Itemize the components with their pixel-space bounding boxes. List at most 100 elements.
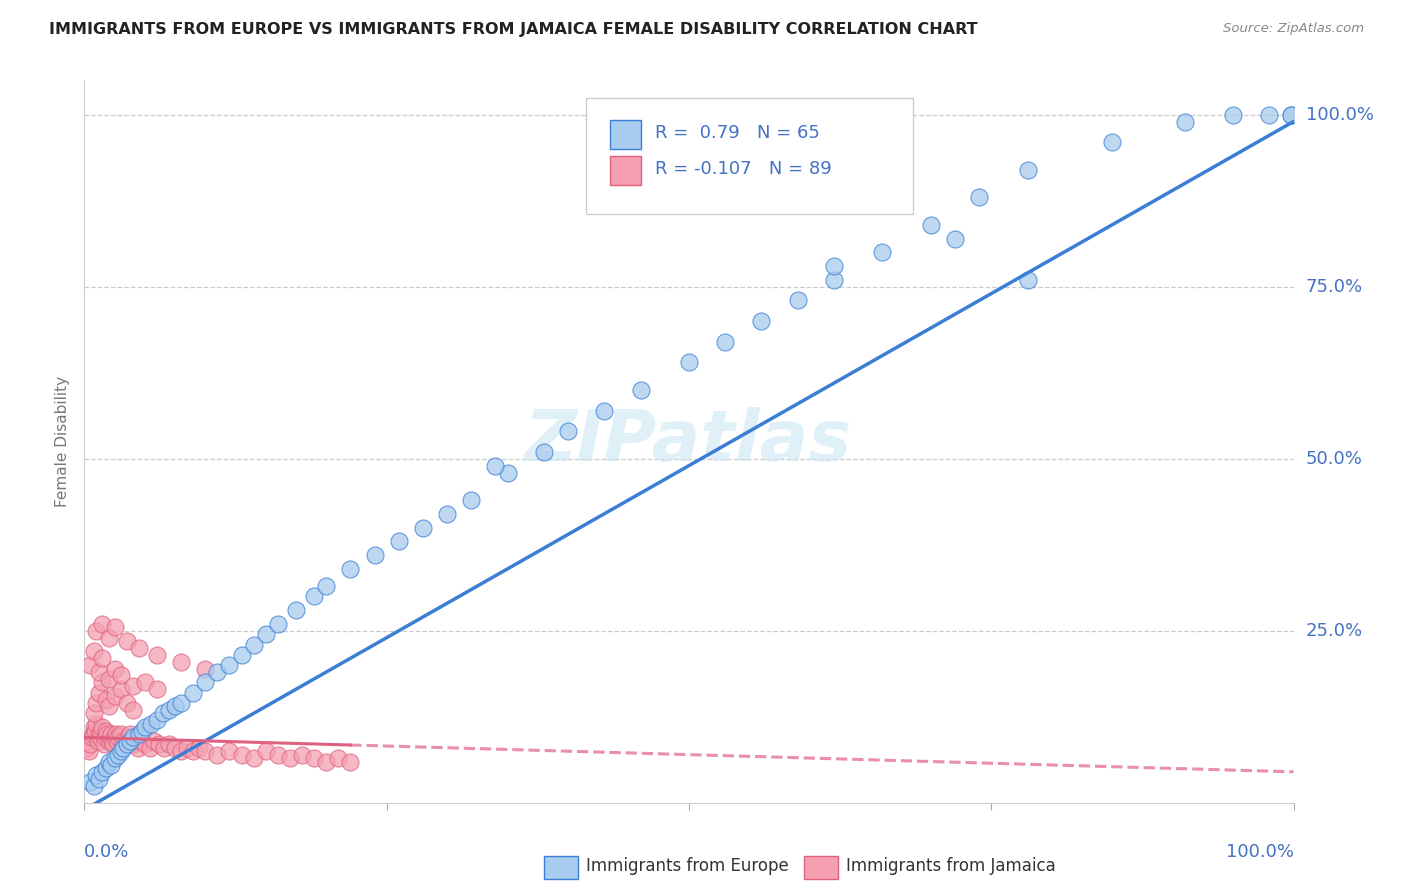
Text: 50.0%: 50.0% <box>1306 450 1362 467</box>
Text: 75.0%: 75.0% <box>1306 277 1362 296</box>
Point <box>134 720 156 734</box>
Point <box>751 314 773 328</box>
Point <box>328 751 350 765</box>
Y-axis label: Female Disability: Female Disability <box>55 376 70 508</box>
Point <box>1258 108 1281 122</box>
Point <box>97 755 120 769</box>
Point <box>284 603 308 617</box>
Point <box>76 740 98 755</box>
Point <box>87 727 110 741</box>
Point <box>87 686 110 700</box>
Point <box>714 334 737 349</box>
Point <box>121 703 143 717</box>
Point <box>920 218 942 232</box>
Point <box>218 658 240 673</box>
Point <box>339 562 361 576</box>
Point <box>87 772 110 786</box>
Point <box>98 731 121 745</box>
Point <box>872 245 894 260</box>
Point <box>1174 114 1197 128</box>
Point <box>115 634 138 648</box>
Point <box>1279 108 1302 122</box>
Point <box>82 727 104 741</box>
Text: Source: ZipAtlas.com: Source: ZipAtlas.com <box>1223 22 1364 36</box>
Point <box>630 383 652 397</box>
Point <box>823 273 845 287</box>
Point <box>103 737 125 751</box>
Point <box>242 751 264 765</box>
Point <box>96 727 118 741</box>
Point <box>83 644 105 658</box>
Point <box>84 723 107 738</box>
Point <box>104 727 127 741</box>
Point <box>94 761 117 775</box>
Point <box>267 747 290 762</box>
Point <box>94 731 117 745</box>
Point <box>121 679 143 693</box>
Point <box>91 764 114 779</box>
Text: 100.0%: 100.0% <box>1226 843 1294 861</box>
Point <box>412 520 434 534</box>
Point <box>152 706 174 721</box>
Point <box>115 696 138 710</box>
Point <box>94 692 117 706</box>
Point <box>107 731 129 745</box>
Point <box>121 737 143 751</box>
Point <box>124 734 146 748</box>
Point <box>91 616 114 631</box>
Point <box>121 731 143 745</box>
Point <box>786 293 808 308</box>
Point <box>146 713 169 727</box>
Point <box>194 675 217 690</box>
Point <box>146 648 169 662</box>
Point <box>86 716 108 731</box>
Point <box>207 747 229 762</box>
Point <box>86 696 108 710</box>
Point <box>593 403 616 417</box>
Point <box>86 734 108 748</box>
Point <box>77 734 100 748</box>
Point <box>207 665 229 679</box>
Point <box>134 675 156 690</box>
Point <box>86 624 108 638</box>
Point <box>105 734 128 748</box>
Point <box>146 682 169 697</box>
Point <box>104 731 127 745</box>
Point <box>181 744 204 758</box>
Point <box>91 651 114 665</box>
Point <box>165 699 187 714</box>
Point <box>302 590 325 604</box>
Point <box>104 751 127 765</box>
Point <box>678 355 700 369</box>
Text: ZIPatlas: ZIPatlas <box>526 407 852 476</box>
Point <box>181 686 204 700</box>
Point <box>436 507 458 521</box>
FancyBboxPatch shape <box>586 98 912 214</box>
Point <box>967 190 990 204</box>
Point <box>254 627 277 641</box>
Point <box>315 755 337 769</box>
Point <box>110 682 132 697</box>
Point <box>128 640 150 655</box>
Point <box>94 723 117 738</box>
Point <box>165 740 187 755</box>
Point <box>83 779 105 793</box>
Point <box>157 737 180 751</box>
Point <box>90 723 112 738</box>
Point <box>254 744 277 758</box>
Text: 25.0%: 25.0% <box>1306 622 1362 640</box>
Point <box>100 727 122 741</box>
Text: 100.0%: 100.0% <box>1306 105 1374 124</box>
Point <box>97 699 120 714</box>
Point <box>91 720 114 734</box>
Point <box>83 706 105 721</box>
Point <box>148 737 170 751</box>
Point <box>943 231 966 245</box>
Point <box>87 665 110 679</box>
Point <box>388 534 411 549</box>
Point <box>218 744 240 758</box>
Point <box>129 734 152 748</box>
Point <box>115 737 138 751</box>
Point <box>1222 108 1244 122</box>
Point <box>97 672 120 686</box>
